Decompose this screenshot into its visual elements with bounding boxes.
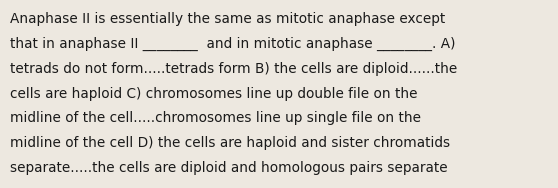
Text: separate.....the cells are diploid and homologous pairs separate: separate.....the cells are diploid and h… [10,161,448,175]
Text: midline of the cell D) the cells are haploid and sister chromatids: midline of the cell D) the cells are hap… [10,136,450,150]
Text: midline of the cell.....chromosomes line up single file on the: midline of the cell.....chromosomes line… [10,111,421,125]
Text: Anaphase II is essentially the same as mitotic anaphase except: Anaphase II is essentially the same as m… [10,12,445,26]
Text: that in anaphase II ________  and in mitotic anaphase ________. A): that in anaphase II ________ and in mito… [10,37,455,51]
Text: cells are haploid C) chromosomes line up double file on the: cells are haploid C) chromosomes line up… [10,87,417,101]
Text: tetrads do not form.....tetrads form B) the cells are diploid......the: tetrads do not form.....tetrads form B) … [10,62,458,76]
